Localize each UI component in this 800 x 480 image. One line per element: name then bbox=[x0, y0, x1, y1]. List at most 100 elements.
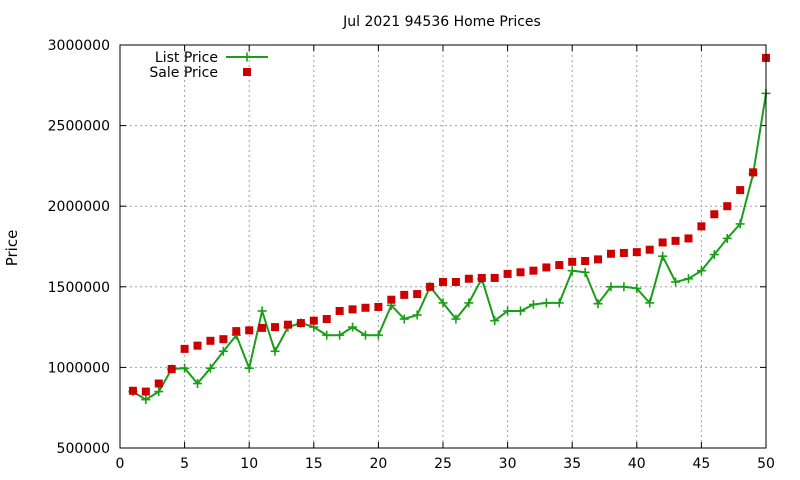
sale-price-point bbox=[658, 238, 667, 247]
sale-price-point bbox=[632, 248, 641, 257]
sale-price-point bbox=[413, 290, 422, 299]
x-tick-label: 30 bbox=[499, 456, 517, 472]
sale-price-point bbox=[206, 336, 215, 345]
list-price-point bbox=[658, 251, 668, 261]
series-layer bbox=[128, 53, 771, 405]
list-price-point bbox=[554, 298, 564, 308]
plot-frame bbox=[119, 44, 767, 449]
legend-symbol-sale-price bbox=[243, 68, 251, 76]
sale-price-point bbox=[193, 341, 202, 350]
sale-price-point bbox=[258, 323, 267, 332]
list-price-point bbox=[180, 363, 190, 373]
list-price-line bbox=[132, 93, 767, 401]
grid bbox=[120, 45, 766, 448]
sale-price-point bbox=[348, 305, 357, 314]
sale-price-point bbox=[619, 248, 628, 257]
list-price-point bbox=[335, 330, 345, 340]
list-price-point bbox=[696, 266, 706, 276]
sale-price-point bbox=[219, 335, 228, 344]
list-price-point bbox=[645, 298, 655, 308]
sale-price-point bbox=[154, 379, 163, 388]
list-price-point bbox=[464, 298, 474, 308]
sale-price-point bbox=[710, 210, 719, 219]
x-tick-label: 35 bbox=[563, 456, 581, 472]
sale-price-point bbox=[568, 257, 577, 266]
sale-price-point bbox=[529, 266, 538, 275]
list-price-point bbox=[348, 322, 358, 332]
x-tick-label: 20 bbox=[369, 456, 387, 472]
y-tick-label: 3000000 bbox=[48, 38, 110, 54]
x-tick-label: 45 bbox=[692, 456, 710, 472]
sale-price-point bbox=[451, 277, 460, 286]
sale-price-point bbox=[387, 295, 396, 304]
list-price-point bbox=[399, 314, 409, 324]
axis-ticks: 500000 1000000 1500000 2000000 2500000 300000… bbox=[48, 38, 775, 472]
list-price-point bbox=[503, 306, 513, 316]
list-price-point bbox=[412, 310, 422, 320]
y-tick-label: 1000000 bbox=[48, 360, 110, 376]
sale-price-point bbox=[400, 290, 409, 299]
sale-price-point bbox=[594, 255, 603, 264]
legend-symbol-list-price bbox=[226, 52, 268, 62]
list-price-point bbox=[606, 282, 616, 292]
x-tick-label: 15 bbox=[305, 456, 323, 472]
list-price-point bbox=[593, 299, 603, 309]
list-price-point bbox=[541, 298, 551, 308]
sale-price-point bbox=[296, 319, 305, 328]
sale-price-point bbox=[606, 249, 615, 258]
list-price-point bbox=[735, 219, 745, 229]
sale-price-point bbox=[374, 302, 383, 311]
sale-price-point bbox=[490, 273, 499, 282]
legend-label-list-price: List Price bbox=[155, 50, 218, 66]
sale-price-point bbox=[581, 257, 590, 266]
x-tick-label: 5 bbox=[180, 456, 189, 472]
list-price-point bbox=[373, 330, 383, 340]
sale-price-point bbox=[516, 268, 525, 277]
sale-price-point bbox=[309, 316, 318, 325]
chart-title: Jul 2021 94536 Home Prices bbox=[342, 14, 541, 30]
sale-price-point bbox=[477, 273, 486, 282]
list-price-point bbox=[722, 233, 732, 243]
y-tick-label: 2000000 bbox=[48, 199, 110, 215]
sale-price-point bbox=[180, 344, 189, 353]
list-price-point bbox=[205, 363, 215, 373]
list-price-point bbox=[244, 363, 254, 373]
sale-price-point bbox=[697, 222, 706, 231]
legend: List Price Sale Price bbox=[149, 50, 268, 81]
x-tick-label: 50 bbox=[757, 456, 775, 472]
sale-price-point bbox=[335, 306, 344, 315]
list-price-point bbox=[567, 266, 577, 276]
sale-price-point bbox=[555, 261, 564, 270]
sale-price-point bbox=[271, 323, 280, 332]
sale-price-point bbox=[503, 269, 512, 278]
list-price-point bbox=[709, 250, 719, 260]
list-price-point bbox=[193, 379, 203, 389]
list-price-point bbox=[270, 346, 280, 356]
sale-price-point bbox=[645, 245, 654, 254]
y-tick-label: 500000 bbox=[57, 441, 110, 457]
list-price-point bbox=[528, 300, 538, 310]
y-axis-label: Price bbox=[3, 230, 21, 267]
list-price-point bbox=[490, 316, 500, 326]
sale-price-point bbox=[283, 320, 292, 329]
sale-price-point bbox=[542, 263, 551, 272]
list-price-point bbox=[632, 283, 642, 293]
x-tick-label: 40 bbox=[628, 456, 646, 472]
sale-price-point bbox=[128, 386, 137, 395]
list-price-point bbox=[141, 395, 151, 405]
x-tick-label: 10 bbox=[240, 456, 258, 472]
sale-price-point bbox=[723, 202, 732, 211]
list-price-point bbox=[451, 314, 461, 324]
list-price-point bbox=[218, 346, 228, 356]
list-price-point bbox=[683, 274, 693, 284]
sale-price-point bbox=[141, 387, 150, 396]
sale-price-point bbox=[749, 168, 758, 177]
list-price-point bbox=[516, 306, 526, 316]
sale-price-point bbox=[684, 234, 693, 243]
legend-marker bbox=[242, 52, 252, 62]
sale-price-point bbox=[736, 186, 745, 195]
y-tick-label: 2500000 bbox=[48, 119, 110, 135]
list-price-point bbox=[619, 282, 629, 292]
list-price-point bbox=[154, 387, 164, 397]
